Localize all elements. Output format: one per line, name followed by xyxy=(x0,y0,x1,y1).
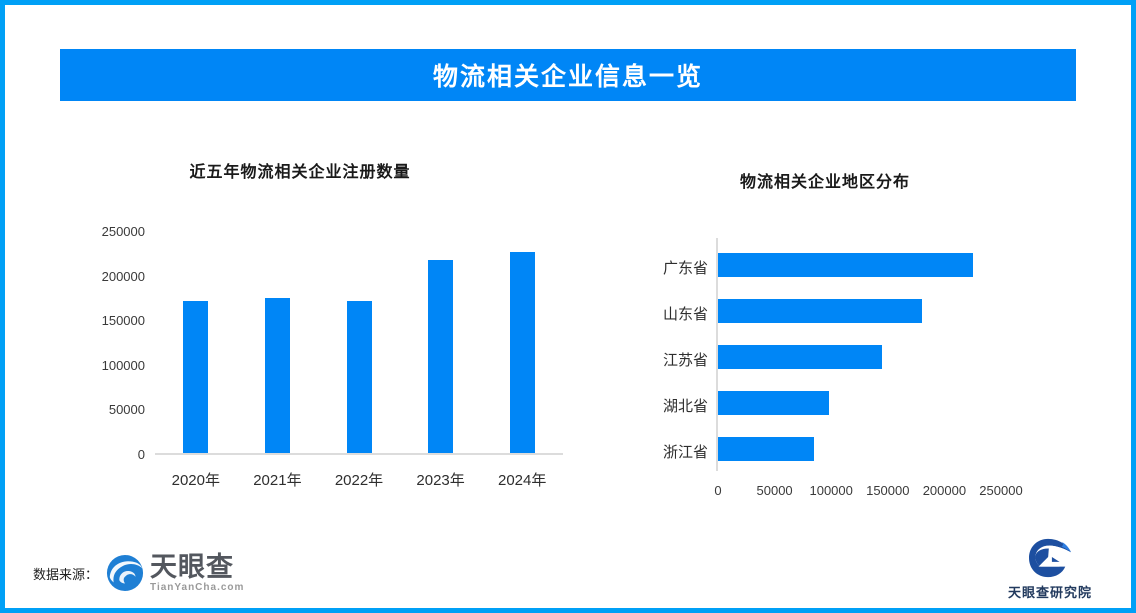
tianyancha-eye-icon xyxy=(106,554,144,592)
bar-2024年 xyxy=(509,252,535,453)
tianyancha-domain: TianYanCha.com xyxy=(150,581,245,593)
x-axis-category-label: 2024年 xyxy=(498,472,547,489)
y-axis-tick-label: 150000 xyxy=(101,313,145,329)
page-title: 物流相关企业信息一览 xyxy=(432,63,703,91)
bar-山东省 xyxy=(718,299,922,323)
data-source-label: 数据来源： xyxy=(33,566,99,582)
bar-2021年 xyxy=(264,297,290,453)
x-axis-tick-label: 0 xyxy=(714,483,722,498)
research-institute-icon xyxy=(1029,538,1071,578)
bar-浙江省 xyxy=(718,437,815,461)
bar-湖北省 xyxy=(718,391,829,415)
tianyancha-name: 天眼查 xyxy=(150,551,235,582)
x-axis-tick-label: 150000 xyxy=(866,483,910,498)
y-axis-category-label: 江苏省 xyxy=(662,352,708,369)
left-chart-title: 近五年物流相关企业注册数量 xyxy=(189,164,411,181)
tianyancha-wordmark: 天眼查 TianYanCha.com xyxy=(150,551,245,593)
bar-2023年 xyxy=(428,260,454,453)
y-axis-tick-label: 100000 xyxy=(101,357,145,373)
x-axis-category-label: 2020年 xyxy=(171,472,220,489)
y-axis-tick-label: 0 xyxy=(137,447,145,462)
region-distribution-chart: 广东省山东省江苏省湖北省浙江省 0 50000 100000 150000 200000 2… xyxy=(663,238,1023,498)
y-axis-tick-label: 200000 xyxy=(101,268,145,284)
y-axis-category-label: 浙江省 xyxy=(662,444,708,461)
bar-广东省 xyxy=(718,253,973,277)
x-axis-tick-label: 200000 xyxy=(922,483,967,498)
x-axis-category-label: 2023年 xyxy=(416,472,465,489)
bar-江苏省 xyxy=(718,345,883,369)
x-axis-tick-label: 100000 xyxy=(809,483,853,498)
x-axis-tick-label: 50000 xyxy=(756,483,793,498)
page-banner: 物流相关企业信息一览 xyxy=(60,49,1076,101)
x-axis-category-label: 2022年 xyxy=(334,472,384,489)
research-institute-logo: 天眼查研究院 xyxy=(990,537,1110,607)
x-axis-tick-label: 250000 xyxy=(979,483,1023,498)
bar-2022年 xyxy=(346,301,372,453)
y-axis-tick-label: 50000 xyxy=(108,402,145,418)
research-institute-name: 天眼查研究院 xyxy=(1007,585,1092,600)
tianyancha-logo: 天眼查 TianYanCha.com xyxy=(106,551,245,593)
right-chart-title: 物流相关企业地区分布 xyxy=(739,174,910,191)
bar-2020年 xyxy=(183,301,209,453)
yearly-registrations-chart: 0 50000 100000 150000 200000 250000 2020年 2021年… xyxy=(102,224,563,489)
data-source-row: 数据来源： 天眼查 TianYanCha.com xyxy=(33,545,244,601)
y-axis-category-label: 山东省 xyxy=(662,306,708,323)
x-axis-category-label: 2021年 xyxy=(253,472,302,489)
y-axis-category-label: 广东省 xyxy=(662,260,708,277)
y-axis-tick-label: 250000 xyxy=(101,224,145,239)
y-axis-category-label: 湖北省 xyxy=(662,398,708,415)
